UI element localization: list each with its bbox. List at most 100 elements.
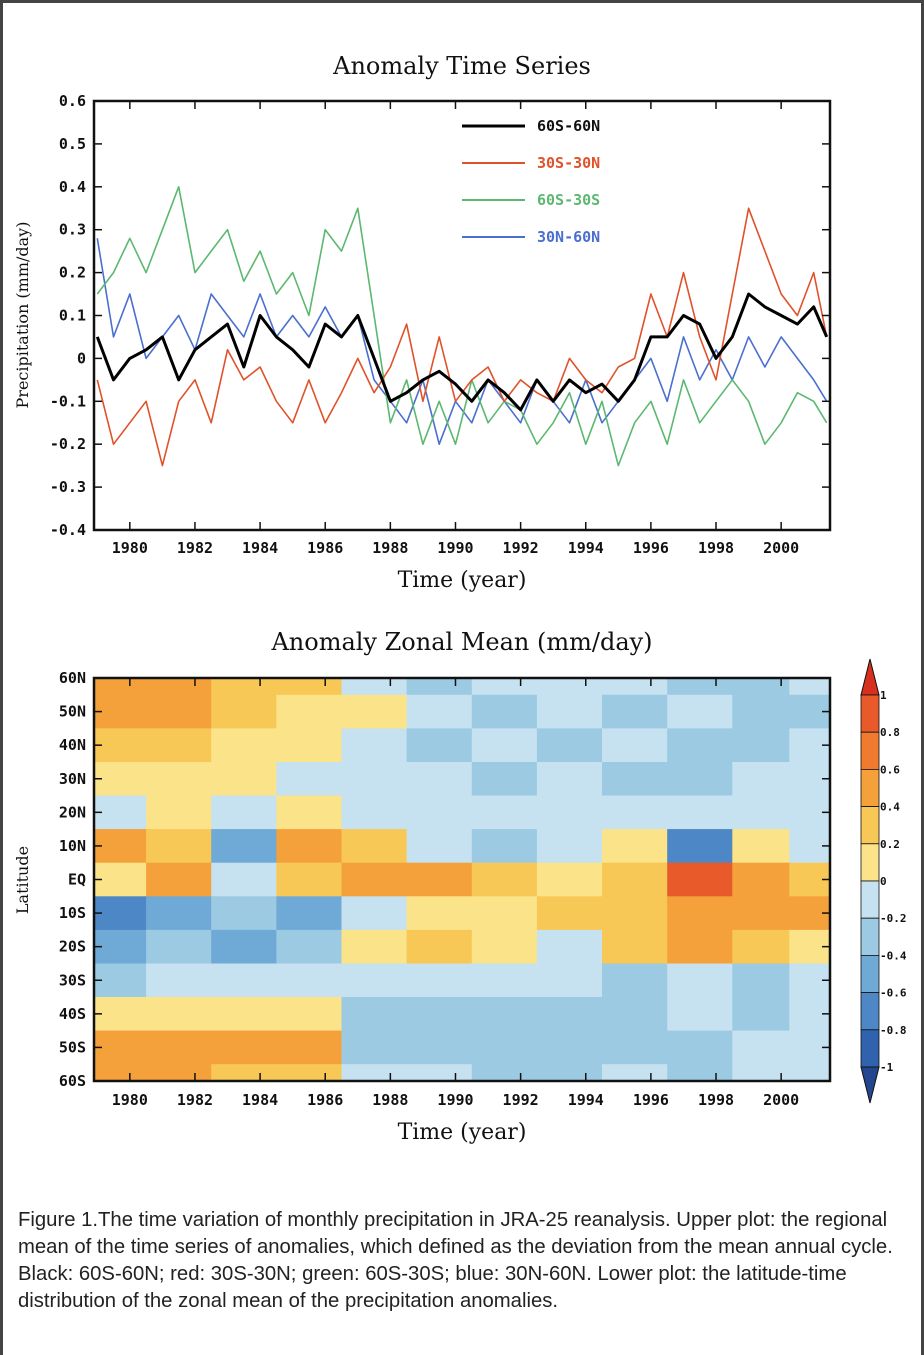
top-x-tick-label: 1982 [177,539,213,557]
heatmap-cell [94,896,147,931]
heatmap-cell [406,862,473,897]
heatmap-cell [602,762,668,797]
heatmap-cell [146,963,212,998]
heatmap-cell [406,963,473,998]
heatmap-cell [406,896,473,931]
heatmap-cell [667,762,733,797]
top-y-tick-label: -0.1 [50,392,86,410]
heatmap-cell [406,795,473,830]
heatmap-cell [276,1064,343,1081]
heatmap-cell [341,1030,408,1065]
heatmap-cell [211,963,277,998]
heatmap-cell [146,862,212,897]
figure-caption: Figure 1.The time variation of monthly p… [18,1209,893,1312]
heatmap-cell [211,795,277,830]
top-y-axis-label: Precipitation (mm/day) [13,222,32,409]
heatmap-cell [146,929,212,965]
heatmap-cell [471,896,538,931]
heatmap-cell [211,1064,277,1081]
heatmap-cell [471,694,538,729]
heatmap-cell [276,862,343,897]
heatmap-cell [146,762,212,797]
heatmap-cell [602,1064,668,1081]
top-y-tick-label: -0.4 [50,521,86,539]
top-y-tick-label: 0.4 [59,178,86,196]
bottom-y-tick-label: 60N [59,669,86,687]
bottom-y-tick-label: 40S [59,1005,86,1023]
heatmap-cell [341,829,408,864]
heatmap-cell [667,1064,733,1081]
heatmap-cell [211,997,277,1032]
heatmap-cell [536,678,603,696]
heatmap-cell [602,678,668,696]
heatmap-cell [94,963,147,998]
heatmap-cell [94,678,147,696]
heatmap-cell [211,1030,277,1065]
heatmap-cell [667,1030,733,1065]
heatmap-cell [732,829,790,864]
heatmap-cell [471,728,538,763]
heatmap-cell [94,862,147,897]
bottom-x-tick-label: 1986 [307,1091,343,1109]
heatmap-cell [146,728,212,763]
heatmap-cell [94,728,147,763]
bottom-y-tick-label: 20S [59,938,86,956]
heatmap-cell [667,929,733,965]
heatmap-cell [94,795,147,830]
heatmap-cell [146,694,212,729]
colorbar-segment [860,769,880,808]
heatmap-cell [536,728,603,763]
top-y-tick-label: -0.3 [50,478,86,496]
heatmap-cell [602,997,668,1032]
heatmap-cell [536,929,603,965]
heatmap-cell [406,1030,473,1065]
bottom-x-axis-label: Time (year) [398,1120,527,1145]
top-y-tick-label: 0 [77,349,86,367]
heatmap-cell [276,929,343,965]
heatmap-cell [732,694,790,729]
top-x-tick-label: 1992 [503,539,539,557]
colorbar-label: -0.2 [880,912,907,925]
heatmap-cell [471,762,538,797]
heatmap-cell [667,728,733,763]
bottom-x-tick-label: 1990 [437,1091,473,1109]
heatmap-cell [211,694,277,729]
bottom-y-tick-label: 10S [59,904,86,922]
colorbar-segment [860,843,880,882]
top-x-tick-label: 1984 [242,539,278,557]
top-x-tick-label: 1990 [437,539,473,557]
colorbar-segment [860,917,880,956]
top-x-tick-label: 1996 [633,539,669,557]
top-y-tick-label: 0.2 [59,264,86,282]
heatmap-cell [536,1030,603,1065]
bottom-y-tick-label: 40N [59,736,86,754]
colorbar-segment [860,880,880,919]
heatmap-cell [211,762,277,797]
colorbar-segment [860,806,880,845]
heatmap-cell [471,862,538,897]
heatmap-cell [146,896,212,931]
heatmap-cell [732,963,790,998]
heatmap-cell [471,963,538,998]
bottom-x-tick-label: 1998 [698,1091,734,1109]
heatmap-cell [276,1030,343,1065]
heatmap-cell [789,1064,830,1081]
heatmap-cell [146,795,212,830]
heatmap-cell [341,678,408,696]
bottom-y-tick-label: 10N [59,837,86,855]
heatmap-cell [667,963,733,998]
heatmap-cell [602,963,668,998]
series-line-60s-60n [95,292,829,412]
heatmap-cell [667,795,733,830]
heatmap-cell [406,997,473,1032]
heatmap-cell [211,678,277,696]
anomaly-time-series-chart: Anomaly Time Series 0.6 0.5 0.4 0.3 0.2 0.1 0 -… [13,52,832,593]
colorbar-label: 0 [880,875,887,888]
heatmap-cell [276,795,343,830]
bottom-y-tick-label: 30S [59,971,86,989]
heatmap-cell [667,829,733,864]
heatmap-cell [471,678,538,696]
heatmap-cell [536,963,603,998]
top-y-tick-label: 0.3 [59,221,86,239]
colorbar-segment [860,1029,880,1068]
